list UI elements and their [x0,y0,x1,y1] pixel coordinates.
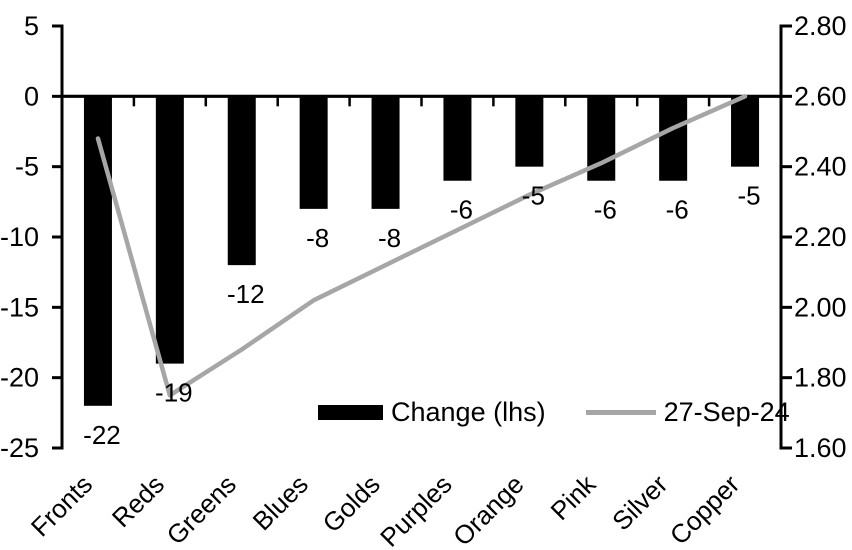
bar-reds [155,96,184,364]
bar-value-label: -8 [378,223,401,253]
line-series [95,94,748,398]
category-label-reds: Reds [106,469,170,533]
legend-bar-label: Change (lhs) [391,397,546,427]
bar-value-label: -8 [306,223,329,253]
bar-value-label: -12 [227,279,265,309]
bar-value-label: -6 [450,195,473,225]
legend-line-label: 27-Sep-24 [663,397,790,427]
category-label-golds: Golds [317,469,386,538]
left-axis-tick-label: -20 [0,363,39,393]
category-label-pink: Pink [545,468,603,526]
bar-value-label: -19 [155,378,193,408]
right-axis-tick-label: 1.80 [794,363,847,393]
right-axis-tick-label: 2.20 [794,222,847,252]
bar-silver [659,96,688,181]
bar-value-label: -6 [594,195,617,225]
left-axis-tick-label: -10 [0,222,39,252]
right-axis-tick-label: 2.60 [794,81,847,111]
bar-orange [515,96,544,167]
right-axis-tick-label: 2.80 [794,11,847,41]
left-axis-tick-label: -25 [0,433,39,463]
bar-purples [443,96,472,181]
legend-bar-swatch-icon [318,405,383,420]
bar-greens [227,96,256,266]
legend: Change (lhs) 27-Sep-24 [318,399,790,426]
bar-copper [731,96,760,167]
legend-line-swatch-icon [585,410,656,415]
bar-golds [371,96,400,209]
category-label-copper: Copper [664,469,746,550]
right-axis-tick-label: 2.40 [794,152,847,182]
left-axis-tick-label: 5 [24,11,39,41]
bar-value-label: -22 [83,420,121,450]
category-label-orange: Orange [447,469,530,550]
category-label-blues: Blues [247,469,314,536]
bar-value-label: -5 [522,181,545,211]
bar-value-label: -6 [666,195,689,225]
category-label-fronts: Fronts [25,469,98,542]
bar-fronts [83,96,112,406]
left-axis-tick-label: -15 [0,292,39,322]
left-axis-tick-label: 0 [24,81,39,111]
right-axis-tick-label: 2.00 [794,292,847,322]
right-axis-tick-label: 1.60 [794,433,847,463]
bar-blues [299,96,328,209]
bar-value-label: -5 [737,181,760,211]
category-label-greens: Greens [160,469,242,550]
left-axis-tick-label: -5 [15,152,39,182]
category-label-purples: Purples [374,469,458,550]
category-label-silver: Silver [606,469,673,536]
